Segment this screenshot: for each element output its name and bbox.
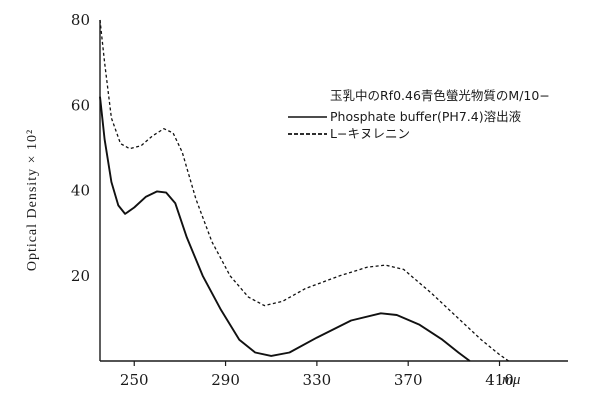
ticks xyxy=(133,361,501,366)
legend-heading-line2: Phosphate buffer(PH7.4)溶出液 xyxy=(330,109,522,124)
axes xyxy=(99,20,568,362)
legend-heading: 玉乳中のRf0.46青色螢光物質のM/10− xyxy=(330,88,550,103)
legend: 玉乳中のRf0.46青色螢光物質のM/10− Phosphate buffer(… xyxy=(288,88,550,141)
y-tick-label: 80 xyxy=(71,11,90,29)
x-tick-label: 250 xyxy=(120,371,149,389)
y-tick-label: 20 xyxy=(71,267,90,285)
y-tick-label: 60 xyxy=(71,96,90,114)
x-tick-label: 290 xyxy=(211,371,240,389)
y-tick-label: 40 xyxy=(71,182,90,200)
legend-entry-dashed-label: L−キヌレニン xyxy=(330,126,410,141)
x-tick-label: 410 xyxy=(485,371,514,389)
y-axis-label: Optical Density × 10² xyxy=(25,129,40,271)
x-tick-label: 330 xyxy=(303,371,332,389)
tick-labels: 250 290 330 370 410 20 40 60 80 xyxy=(71,11,514,389)
x-axis-unit-label: mμ xyxy=(502,372,521,388)
series-line-dashed xyxy=(99,19,509,362)
series-line-solid xyxy=(99,96,471,362)
x-tick-label: 370 xyxy=(394,371,423,389)
series-layer xyxy=(99,19,509,362)
